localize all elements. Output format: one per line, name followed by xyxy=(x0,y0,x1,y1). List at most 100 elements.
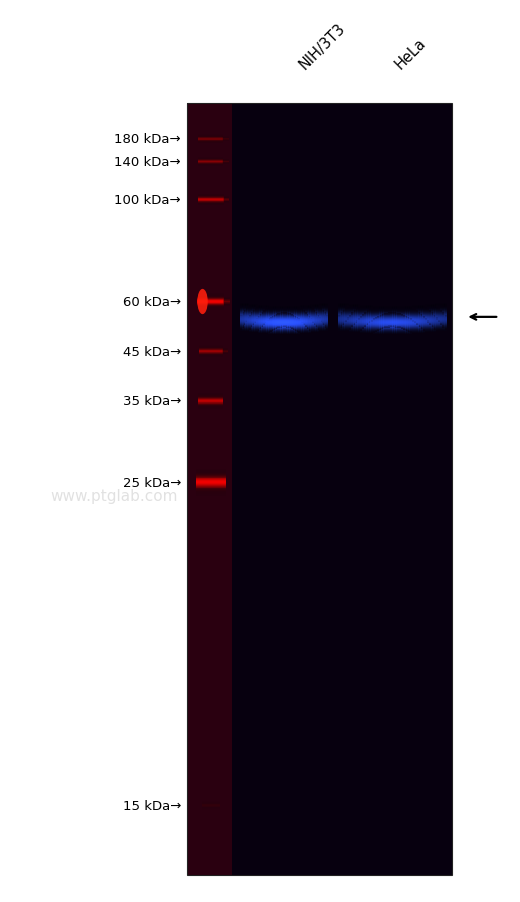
Bar xyxy=(284,322,286,324)
Text: 35 kDa→: 35 kDa→ xyxy=(123,395,181,408)
Bar xyxy=(254,309,256,311)
Bar xyxy=(366,332,369,334)
Bar xyxy=(294,312,297,314)
Bar xyxy=(196,471,226,472)
Bar xyxy=(381,312,384,314)
Bar xyxy=(289,312,291,314)
Bar xyxy=(303,323,305,325)
Bar xyxy=(370,308,373,309)
Bar xyxy=(282,308,284,309)
Bar xyxy=(244,328,246,330)
Bar xyxy=(293,313,295,315)
Bar xyxy=(368,316,371,318)
Bar xyxy=(277,321,279,323)
Bar xyxy=(258,325,260,327)
Bar xyxy=(437,309,440,311)
Bar xyxy=(366,331,369,333)
Bar xyxy=(411,322,414,325)
Bar xyxy=(437,328,440,331)
Bar xyxy=(377,327,380,329)
Bar xyxy=(435,325,438,327)
Bar xyxy=(296,308,298,309)
Bar xyxy=(433,308,436,309)
Bar xyxy=(375,309,378,311)
Bar xyxy=(279,318,281,320)
Bar xyxy=(317,324,319,326)
Bar xyxy=(277,324,279,326)
Bar xyxy=(256,318,258,320)
Bar xyxy=(401,318,404,319)
Bar xyxy=(388,327,391,329)
Bar xyxy=(279,330,281,333)
Bar xyxy=(277,323,279,325)
Bar xyxy=(265,331,267,333)
Bar xyxy=(353,322,356,324)
Bar xyxy=(302,325,304,327)
Bar xyxy=(256,330,258,332)
Bar xyxy=(444,326,447,328)
Bar xyxy=(418,332,421,334)
Bar xyxy=(435,320,438,322)
Bar xyxy=(422,307,425,308)
Bar xyxy=(310,309,313,311)
Bar xyxy=(298,320,300,322)
Bar xyxy=(396,328,399,330)
Bar xyxy=(302,332,304,334)
Bar xyxy=(364,324,367,326)
Bar xyxy=(310,320,313,322)
Bar xyxy=(386,319,388,322)
Bar xyxy=(373,318,375,320)
Bar xyxy=(244,321,246,323)
Bar xyxy=(342,324,345,327)
Bar xyxy=(396,317,399,318)
Bar xyxy=(424,305,427,307)
Bar xyxy=(247,328,250,330)
Bar xyxy=(375,326,378,327)
Bar xyxy=(355,319,358,321)
Bar xyxy=(344,317,347,318)
Bar xyxy=(373,327,375,330)
Bar xyxy=(388,328,391,330)
Bar xyxy=(245,307,248,309)
Bar xyxy=(247,310,250,313)
Bar xyxy=(411,308,414,309)
Bar xyxy=(303,331,305,333)
Bar xyxy=(251,318,253,319)
Text: 15 kDa→: 15 kDa→ xyxy=(123,799,181,812)
Bar xyxy=(256,317,258,319)
Bar xyxy=(300,324,302,326)
Bar xyxy=(422,318,425,319)
Bar xyxy=(274,325,276,327)
Bar xyxy=(265,320,267,322)
Bar xyxy=(279,328,281,330)
Bar xyxy=(396,333,399,335)
Bar xyxy=(263,327,265,329)
Bar xyxy=(259,328,262,330)
Bar xyxy=(196,481,226,482)
Bar xyxy=(245,305,248,307)
Bar xyxy=(353,326,356,327)
Bar xyxy=(338,309,341,312)
Bar xyxy=(315,322,318,324)
Bar xyxy=(370,313,373,315)
Bar xyxy=(375,308,378,309)
Bar xyxy=(270,332,272,335)
Bar xyxy=(312,330,314,332)
Bar xyxy=(375,321,378,324)
Bar xyxy=(429,311,432,313)
Bar xyxy=(444,318,447,320)
Bar xyxy=(364,330,367,333)
Bar xyxy=(364,322,367,324)
Bar xyxy=(398,328,401,330)
Bar xyxy=(409,330,412,332)
Bar xyxy=(422,319,425,321)
Bar xyxy=(422,326,425,327)
Bar xyxy=(424,308,427,309)
Bar xyxy=(392,313,395,315)
Bar xyxy=(414,309,417,311)
Bar xyxy=(265,311,267,313)
Bar xyxy=(259,325,262,327)
Bar xyxy=(321,312,323,315)
Bar xyxy=(314,306,316,308)
Bar xyxy=(258,312,260,314)
